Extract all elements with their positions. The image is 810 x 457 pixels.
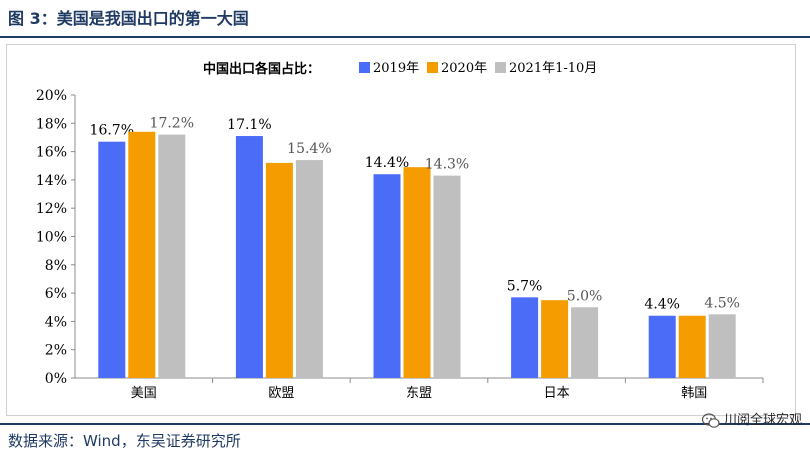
data-label: 17.1% (227, 117, 271, 133)
x-tick-label: 东盟 (406, 386, 432, 401)
bar (265, 162, 293, 378)
bar (128, 131, 156, 378)
y-tick-label: 8% (45, 258, 67, 274)
data-label: 5.7% (507, 278, 543, 294)
legend-swatch (359, 62, 370, 73)
data-label: 16.7% (90, 123, 134, 139)
data-label: 5.0% (567, 288, 603, 304)
x-tick-label: 韩国 (681, 386, 707, 401)
y-tick-label: 16% (36, 145, 67, 161)
figure-title: 图 3：美国是我国出口的第一大国 (8, 9, 249, 28)
y-tick-label: 20% (36, 88, 67, 104)
bar (158, 134, 186, 378)
bar (648, 315, 676, 378)
y-tick-label: 6% (45, 286, 67, 302)
y-tick-label: 4% (45, 314, 67, 330)
y-tick-label: 12% (36, 201, 67, 217)
title-rule (0, 36, 810, 38)
y-tick-label: 18% (36, 116, 67, 132)
bar (571, 307, 599, 378)
wechat-icon (701, 413, 720, 428)
bar (403, 167, 431, 378)
chart: 中国出口各国占比： 2019年 2020年 2021年1-10月 0% 2% 4% 6% 8% 1… (36, 61, 764, 401)
chart-frame: 中国出口各国占比： 2019年 2020年 2021年1-10月 0% 2% 4% 6% 8% 1… (6, 44, 796, 416)
bar (98, 141, 126, 378)
source-rule (0, 423, 810, 425)
bar (235, 136, 263, 378)
y-tick-label: 2% (45, 343, 67, 359)
y-tick-label: 14% (36, 173, 67, 189)
legend-swatch (495, 62, 506, 73)
y-tick-label: 0% (45, 371, 67, 387)
x-tick-label: 日本 (544, 386, 570, 401)
legend-swatch (427, 62, 438, 73)
bar (541, 300, 569, 378)
bar (373, 174, 401, 378)
source-note: 数据来源：Wind，东吴证券研究所 (8, 432, 241, 450)
bar (511, 297, 539, 378)
bar (433, 175, 461, 378)
x-tick-label: 欧盟 (268, 386, 294, 401)
chart-title: 中国出口各国占比： (203, 61, 320, 77)
bar (678, 315, 706, 378)
data-label: 15.4% (287, 141, 331, 157)
data-label: 4.5% (704, 295, 740, 311)
legend-label: 2020年 (441, 61, 487, 76)
data-label: 14.4% (365, 155, 409, 171)
watermark: 川阅全球宏观 (701, 410, 802, 432)
legend-label: 2019年 (373, 61, 419, 76)
x-tick-label: 美国 (131, 386, 157, 401)
bar (295, 160, 323, 378)
watermark-label: 川阅全球宏观 (723, 413, 802, 428)
data-label: 4.4% (644, 297, 680, 313)
bar (708, 314, 736, 378)
legend-label: 2021年1-10月 (509, 61, 597, 76)
data-label: 14.3% (425, 157, 469, 173)
y-tick-label: 10% (36, 230, 67, 246)
data-label: 17.2% (150, 116, 194, 132)
